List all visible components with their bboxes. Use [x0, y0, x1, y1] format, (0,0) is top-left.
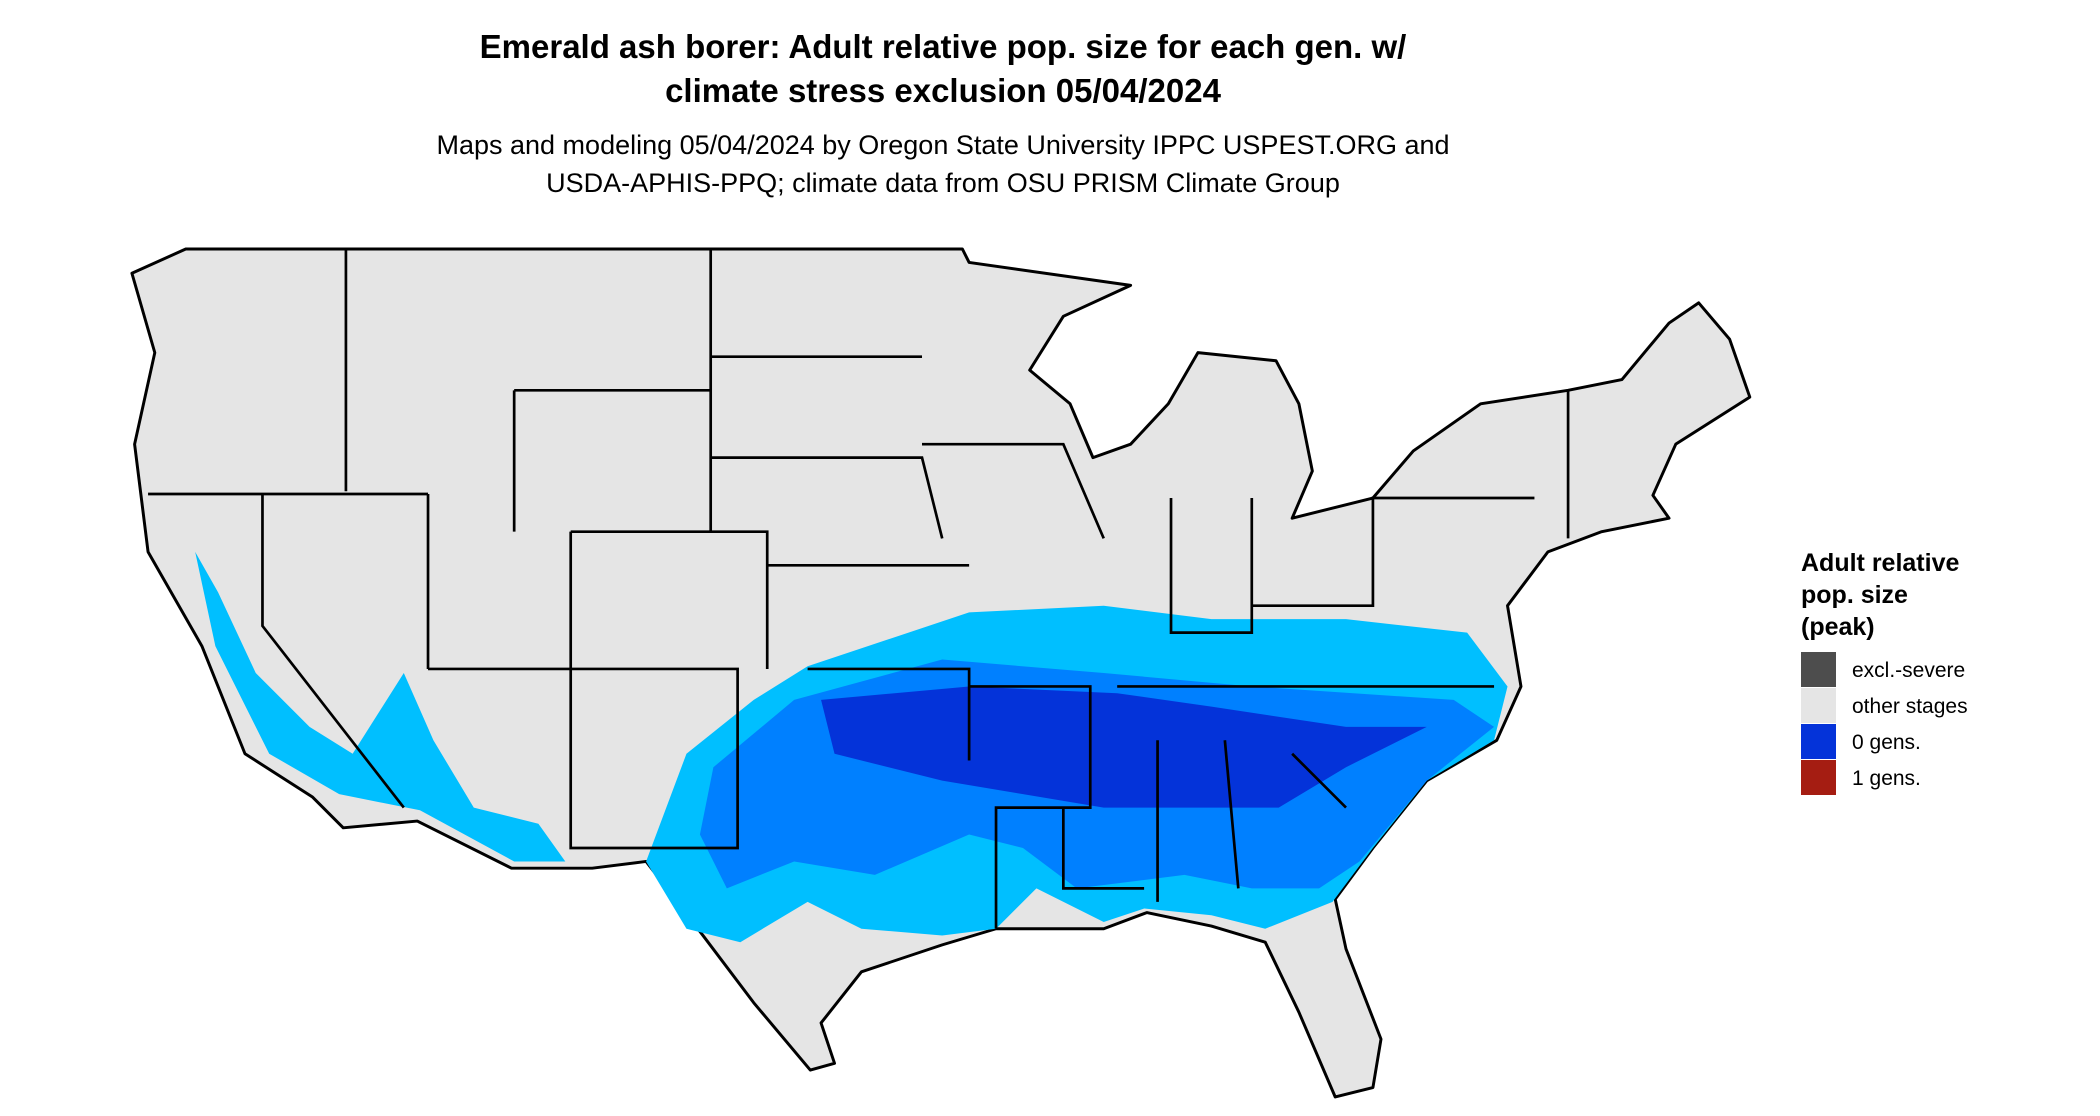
subtitle-line: Maps and modeling 05/04/2024 by Oregon S… [436, 130, 1449, 160]
state-borders [148, 249, 1570, 929]
legend-title: Adult relative [1801, 549, 1959, 577]
legend: Adult relative pop. size (peak) excl.-sever… [1801, 549, 1968, 795]
legend-swatch [1801, 688, 1836, 723]
legend-label: 0 gens. [1852, 731, 1921, 754]
subtitle-line: USDA-APHIS-PPQ; climate data from OSU PR… [546, 168, 1340, 198]
title-line: climate stress exclusion 05/04/2024 [665, 72, 1222, 109]
us-map [130, 247, 1752, 1099]
legend-label: other stages [1852, 695, 1968, 718]
legend-swatch [1801, 760, 1836, 795]
titles: Emerald ash borer: Adult relative pop. s… [436, 28, 1449, 198]
west-light-zone [195, 551, 566, 862]
legend-title: pop. size [1801, 581, 1908, 609]
legend-label: 1 gens. [1852, 767, 1921, 790]
title-line: Emerald ash borer: Adult relative pop. s… [480, 28, 1407, 65]
dark-zone [821, 686, 1427, 808]
legend-swatch [1801, 724, 1836, 759]
legend-swatch [1801, 652, 1836, 687]
legend-title: (peak) [1801, 613, 1875, 641]
legend-label: excl.-severe [1852, 659, 1965, 682]
